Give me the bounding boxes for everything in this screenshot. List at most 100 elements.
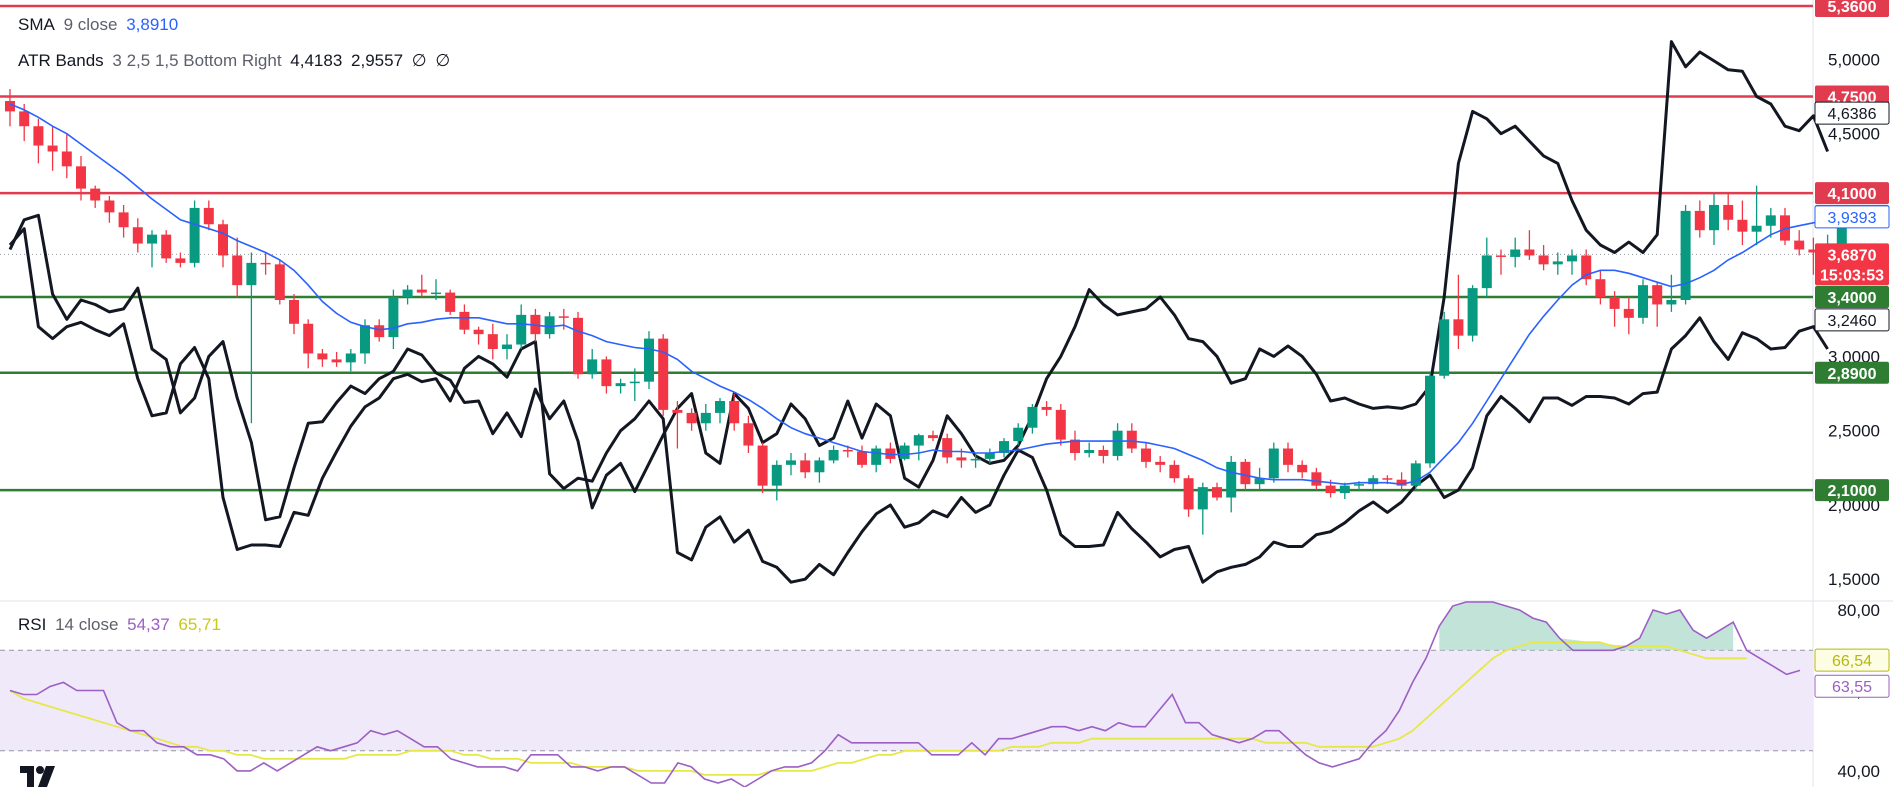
candle (303, 319, 314, 369)
candle (1666, 274, 1677, 312)
candle (913, 433, 924, 461)
rsi-legend[interactable]: RSI 14 close 54,37 65,71 (18, 615, 225, 635)
rsi-label-text: 63,55 (1832, 679, 1872, 696)
candle (132, 218, 143, 253)
atr-extra-1: ∅ (411, 51, 427, 70)
candle (274, 259, 285, 305)
candle (1524, 230, 1535, 260)
candle-body (1666, 300, 1677, 305)
candle (1709, 193, 1719, 246)
price-label-text: 15:03:53 (1820, 267, 1884, 284)
candle-body (1794, 240, 1805, 250)
candle (1013, 423, 1024, 446)
candle-body (601, 359, 612, 387)
price-label-blue-outline: 3,9393 (1814, 205, 1890, 229)
candle-body (1339, 485, 1350, 494)
candle-body (118, 212, 129, 228)
candle-body (5, 100, 15, 112)
candle-body (1567, 255, 1577, 262)
rsi-axis-tick: 80,00 (1837, 601, 1880, 620)
atr-legend[interactable]: ATR Bands 3 2,5 1,5 Bottom Right 4,4183 … (18, 51, 454, 71)
sma-legend[interactable]: SMA 9 close 3,8910 (18, 15, 182, 35)
candle-body (459, 311, 470, 330)
candle (999, 438, 1009, 458)
candle-body (1382, 478, 1393, 480)
rsi-name: RSI (18, 615, 47, 634)
candle-body (90, 188, 101, 201)
candle-body (913, 435, 924, 446)
candle (431, 279, 441, 300)
candle (1126, 423, 1137, 453)
candle (1410, 460, 1421, 491)
candle (743, 415, 754, 453)
price-label-box (1815, 286, 1889, 309)
candle-body (1325, 485, 1336, 494)
candle (558, 308, 569, 330)
price-label-current: 3,6870 (1815, 243, 1889, 266)
candle-body (700, 412, 711, 424)
atr-params: 3 2,5 1,5 Bottom Right (112, 51, 282, 70)
candle (1339, 482, 1350, 500)
candle-body (928, 435, 938, 439)
price-label-countdown: 15:03:53 (1815, 263, 1889, 286)
candle (1595, 270, 1606, 305)
candle (1197, 482, 1208, 535)
candle (544, 311, 555, 339)
candle-body (1141, 448, 1151, 462)
candle (970, 452, 981, 468)
price-label-box (1814, 101, 1890, 125)
candle-body (232, 255, 243, 286)
candle-body (1680, 210, 1691, 300)
candle-body (1368, 478, 1379, 485)
candle-body (331, 359, 342, 363)
price-label-plain: 3,2460 (1814, 308, 1890, 332)
candle-body (558, 316, 569, 318)
candle-body (473, 329, 484, 335)
candle-body (1538, 255, 1549, 265)
candle (1084, 442, 1095, 458)
candle-body (1055, 409, 1066, 440)
candle-body (19, 111, 30, 127)
candle-body (1623, 308, 1634, 318)
candle-body (1765, 215, 1776, 226)
candle (1567, 249, 1577, 275)
candle (90, 185, 101, 208)
atr-lower-value: 2,9557 (351, 51, 404, 70)
candle (1212, 482, 1222, 501)
candle-body (1126, 430, 1137, 449)
rsi-label-rsi: 63,55 (1814, 674, 1890, 698)
candle (345, 349, 356, 372)
candle-body (402, 289, 413, 298)
price-label-box (1814, 205, 1890, 229)
candle-body (1354, 484, 1364, 486)
candle-body (984, 452, 995, 459)
candle (189, 200, 200, 268)
candle-body (757, 445, 768, 486)
candle-body (1268, 448, 1279, 479)
price-label-text: 5,3600 (1828, 0, 1877, 16)
candle (828, 445, 839, 464)
sma-params: 9 close (63, 15, 118, 34)
candle-body (1737, 219, 1748, 232)
candle (118, 204, 129, 238)
candle-body (729, 400, 740, 424)
candle-body (1453, 319, 1464, 336)
tradingview-logo[interactable] (20, 766, 55, 787)
candle-body (203, 207, 214, 225)
rsi-ma-line (9, 641, 1747, 776)
price-label-resistance: 4,1000 (1815, 182, 1889, 205)
candle (1027, 403, 1038, 434)
candle-body (76, 166, 86, 189)
candle (1510, 237, 1521, 268)
price-label-text: 3,9393 (1828, 210, 1877, 227)
candle (984, 448, 995, 464)
sma-value: 3,8910 (126, 15, 179, 34)
candle (601, 356, 612, 394)
candle (1055, 403, 1066, 446)
rsi-label-rsi-ma: 66,54 (1814, 648, 1890, 672)
candle (1297, 460, 1308, 479)
rsi-label-box (1814, 674, 1890, 698)
price-label-box (1815, 182, 1889, 205)
candle-body (303, 323, 314, 354)
